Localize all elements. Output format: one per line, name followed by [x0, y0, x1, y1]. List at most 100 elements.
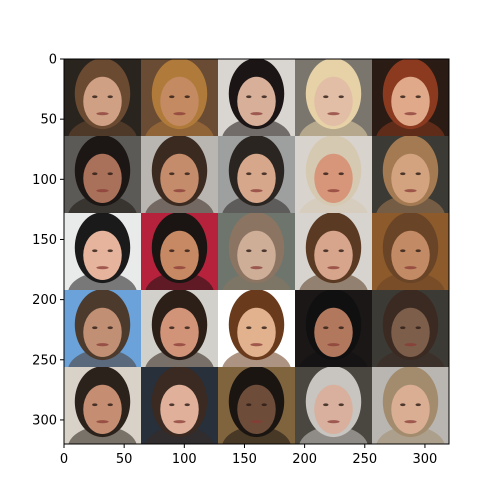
- face-tile-r1-c0: [64, 136, 141, 213]
- face-tile-r0-c0: [64, 59, 141, 136]
- tile-mouth: [250, 420, 263, 424]
- tile-mouth: [96, 112, 109, 116]
- y-tick-label: 250: [32, 353, 57, 368]
- tile-eye: [323, 95, 329, 99]
- face-tile-r1-c3: [295, 136, 372, 213]
- y-tick-label: 50: [40, 113, 57, 128]
- tile-eye: [92, 172, 98, 176]
- x-tick-label: 300: [413, 452, 438, 467]
- face-tile-r2-c0: [64, 213, 141, 290]
- tile-eye: [184, 326, 190, 330]
- y-tick-label: 150: [32, 233, 57, 248]
- tile-eye: [246, 403, 252, 407]
- tile-mouth: [250, 189, 263, 193]
- tile-face: [391, 153, 430, 203]
- tile-mouth: [327, 343, 340, 347]
- x-tick-label: 200: [292, 452, 317, 467]
- face-tile-r4-c2: [218, 367, 295, 444]
- tile-mouth: [327, 112, 340, 116]
- tile-face: [314, 307, 353, 357]
- face-tile-r3-c2: [218, 290, 295, 367]
- face-tile-r3-c1: [141, 290, 218, 367]
- y-tick-label: 200: [32, 293, 57, 308]
- x-tick-label: 150: [232, 452, 257, 467]
- face-tile-r1-c1: [141, 136, 218, 213]
- tile-eye: [169, 249, 175, 253]
- tile-mouth: [327, 420, 340, 424]
- tile-eye: [400, 95, 406, 99]
- face-tile-r4-c4: [372, 367, 449, 444]
- tile-eye: [400, 172, 406, 176]
- x-tick-label: 50: [116, 452, 133, 467]
- tile-eye: [323, 172, 329, 176]
- tile-eye: [169, 326, 175, 330]
- tile-face: [83, 76, 122, 126]
- tile-eye: [246, 326, 252, 330]
- face-tile-r0-c3: [295, 59, 372, 136]
- x-tick-label: 250: [352, 452, 377, 467]
- tile-face: [314, 76, 353, 126]
- tile-eye: [92, 326, 98, 330]
- face-tile-r2-c4: [372, 213, 449, 290]
- tile-eye: [246, 95, 252, 99]
- tile-eye: [107, 326, 113, 330]
- tile-eye: [338, 172, 344, 176]
- tile-eye: [261, 95, 267, 99]
- tile-eye: [92, 403, 98, 407]
- tile-mouth: [404, 112, 417, 116]
- tile-eye: [107, 403, 113, 407]
- tile-eye: [400, 326, 406, 330]
- face-tile-r4-c1: [141, 367, 218, 444]
- tile-mouth: [173, 189, 186, 193]
- tile-mouth: [404, 420, 417, 424]
- tile-eye: [246, 172, 252, 176]
- face-tile-r3-c4: [372, 290, 449, 367]
- face-tile-r2-c1: [141, 213, 218, 290]
- tile-mouth: [404, 266, 417, 270]
- tile-eye: [169, 403, 175, 407]
- tile-eye: [246, 249, 252, 253]
- tile-face: [391, 76, 430, 126]
- tile-eye: [261, 249, 267, 253]
- tile-mouth: [327, 266, 340, 270]
- tile-mouth: [96, 420, 109, 424]
- tile-face: [160, 230, 199, 280]
- face-tile-r4-c3: [295, 367, 372, 444]
- y-tick-label: 300: [32, 413, 57, 428]
- y-tick-label: 0: [49, 53, 57, 68]
- tile-eye: [261, 172, 267, 176]
- tile-face: [160, 153, 199, 203]
- tile-eye: [400, 403, 406, 407]
- tile-face: [83, 307, 122, 357]
- tile-mouth: [404, 189, 417, 193]
- axes-layer: 0 50 100 150 200 250 300 0 50 100 150 200 250 300: [32, 53, 450, 467]
- tile-eye: [323, 326, 329, 330]
- tile-eye: [184, 249, 190, 253]
- tile-eye: [107, 249, 113, 253]
- tile-eye: [261, 403, 267, 407]
- tile-face: [391, 307, 430, 357]
- tile-eye: [92, 249, 98, 253]
- face-tile-r2-c3: [295, 213, 372, 290]
- tile-mouth: [250, 112, 263, 116]
- tile-mouth: [96, 189, 109, 193]
- tile-eye: [415, 95, 421, 99]
- face-tile-r3-c3: [295, 290, 372, 367]
- face-tile-r1-c2: [218, 136, 295, 213]
- tile-face: [314, 230, 353, 280]
- axes-frame: [63, 58, 450, 445]
- face-tile-r0-c1: [141, 59, 218, 136]
- tile-eye: [415, 172, 421, 176]
- tile-eye: [415, 403, 421, 407]
- tile-eye: [323, 249, 329, 253]
- face-tile-r1-c4: [372, 136, 449, 213]
- x-tick-label: 0: [60, 452, 68, 467]
- tile-eye: [261, 326, 267, 330]
- tile-face: [83, 153, 122, 203]
- tile-face: [237, 384, 276, 434]
- tile-face: [237, 76, 276, 126]
- tile-face: [160, 307, 199, 357]
- tile-eye: [107, 95, 113, 99]
